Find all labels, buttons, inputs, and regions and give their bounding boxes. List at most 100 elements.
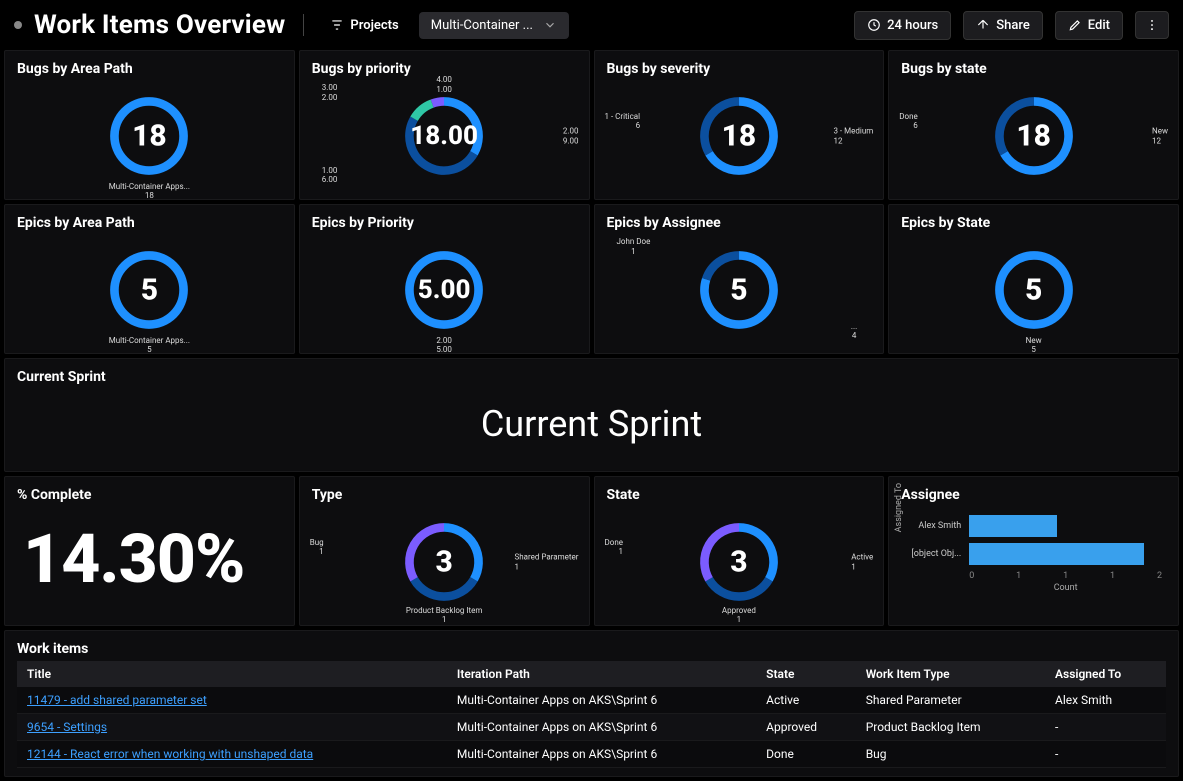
- donut-center-value: 18: [722, 119, 757, 154]
- projects-filter-button[interactable]: Projects: [322, 12, 406, 39]
- table-header[interactable]: Assigned To: [1045, 661, 1166, 687]
- axis-label-y: Assigned To: [894, 483, 904, 532]
- segment-label: 4.001.00: [436, 75, 452, 94]
- chevron-down-icon: [543, 18, 557, 32]
- panel-epics-assignee[interactable]: Epics by Assignee 5 ...4 John Doe1: [594, 204, 885, 354]
- segment-label: Multi-Container Apps...18: [109, 182, 190, 201]
- table-row[interactable]: 9654 - Settings Multi-Container Apps on …: [17, 714, 1166, 741]
- iteration-cell: Multi-Container Apps on AKS\Sprint 6: [447, 741, 756, 768]
- type-cell: Shared Parameter: [856, 687, 1045, 714]
- panel-title: % Complete: [17, 487, 282, 503]
- table-row[interactable]: 12144 - React error when working with un…: [17, 741, 1166, 768]
- donut-center-value: 18.00: [410, 121, 478, 151]
- work-item-title-cell[interactable]: 11479 - add shared parameter set: [17, 687, 447, 714]
- state-cell: Done: [756, 741, 856, 768]
- segment-label: 1 - Critical6: [605, 112, 641, 131]
- share-label: Share: [996, 18, 1030, 33]
- table-header[interactable]: Iteration Path: [447, 661, 756, 687]
- edit-button[interactable]: Edit: [1055, 11, 1123, 40]
- donut-chart: 3Shared Parameter1Product Backlog Item1B…: [312, 507, 577, 617]
- table-header[interactable]: Work Item Type: [856, 661, 1045, 687]
- hbar-row: [object Obj...: [905, 543, 1162, 565]
- hbar-bar: [969, 543, 1144, 565]
- donut-center-value: 5: [730, 273, 747, 308]
- table-header[interactable]: Title: [17, 661, 447, 687]
- table-row[interactable]: 11479 - add shared parameter set Multi-C…: [17, 687, 1166, 714]
- edit-label: Edit: [1088, 18, 1110, 33]
- donut-chart: 18.001.006.002.009.003.002.004.001.00: [312, 81, 577, 191]
- donut-center-value: 3: [435, 545, 452, 580]
- panel-sprint-state[interactable]: State 3Active1Approved1Done1: [594, 476, 885, 626]
- segment-label: Active1: [851, 552, 873, 571]
- panel-pct-complete[interactable]: % Complete 14.30%: [4, 476, 295, 626]
- panel-work-items[interactable]: Work items TitleIteration PathStateWork …: [4, 630, 1179, 777]
- table-header[interactable]: State: [756, 661, 856, 687]
- panel-sprint-assignee[interactable]: Assignee Assigned To Alex Smith [object …: [888, 476, 1179, 626]
- panel-bugs-state[interactable]: Bugs by state 18New12Done6: [888, 50, 1179, 200]
- panel-current-sprint-header[interactable]: Current Sprint Current Sprint: [4, 358, 1179, 472]
- work-item-title-cell[interactable]: 12144 - React error when working with un…: [17, 741, 447, 768]
- segment-label: John Doe1: [617, 237, 651, 256]
- segment-label: Product Backlog Item1: [406, 606, 483, 625]
- status-dot: [14, 21, 22, 29]
- panel-bugs-priority[interactable]: Bugs by priority 18.001.006.002.009.003.…: [299, 50, 590, 200]
- type-cell: Bug: [856, 741, 1045, 768]
- panel-title: Work items: [17, 641, 1166, 657]
- donut-chart: 18 3 - Medium12 1 - Critical6: [607, 81, 872, 191]
- work-item-link[interactable]: 12144 - React error when working with un…: [27, 747, 313, 761]
- time-range-value: 24 hours: [887, 18, 938, 33]
- panel-bugs-area[interactable]: Bugs by Area Path 18Multi-Container Apps…: [4, 50, 295, 200]
- segment-label: 2.009.00: [563, 126, 579, 145]
- panel-epics-priority[interactable]: Epics by Priority 5.002.005.00: [299, 204, 590, 354]
- section-hero-text: Current Sprint: [17, 389, 1166, 463]
- project-select[interactable]: Multi-Container ...: [419, 12, 569, 39]
- hbar-chart: Assigned To Alex Smith [object Obj... 01…: [901, 507, 1166, 597]
- segment-label: 3.002.00: [322, 83, 338, 102]
- segment-label: Shared Parameter1: [515, 552, 579, 571]
- state-cell: Active: [756, 687, 856, 714]
- more-menu-button[interactable]: [1135, 11, 1169, 39]
- segment-label: New5: [1026, 336, 1042, 355]
- panel-epics-area[interactable]: Epics by Area Path 5Multi-Container Apps…: [4, 204, 295, 354]
- work-item-link[interactable]: 11479 - add shared parameter set: [27, 693, 207, 707]
- clock-icon: [867, 18, 881, 32]
- donut-chart: 5New5: [901, 235, 1166, 345]
- axis-label-x: Count: [905, 583, 1162, 593]
- hbar-axis: 01112: [905, 571, 1162, 581]
- segment-label: ...4: [851, 322, 857, 341]
- panel-epics-state[interactable]: Epics by State 5New5: [888, 204, 1179, 354]
- iteration-cell: Multi-Container Apps on AKS\Sprint 6: [447, 687, 756, 714]
- donut-chart: 5 ...4 John Doe1: [607, 235, 872, 345]
- share-icon: [976, 18, 990, 32]
- panel-title: State: [607, 487, 872, 503]
- panel-title: Epics by Priority: [312, 215, 577, 231]
- assignee-cell: -: [1045, 741, 1166, 768]
- segment-label: New12: [1152, 126, 1168, 145]
- segment-label: 3 - Medium12: [833, 126, 873, 145]
- panel-title: Assignee: [901, 487, 1166, 503]
- donut-center-value: 5: [1025, 273, 1042, 308]
- hbar-category: [object Obj...: [905, 549, 961, 559]
- filter-icon: [330, 18, 344, 32]
- pencil-icon: [1068, 18, 1082, 32]
- time-range-button[interactable]: 24 hours: [854, 11, 951, 40]
- state-cell: Approved: [756, 714, 856, 741]
- segment-label: Bug1: [310, 538, 324, 557]
- donut-center-value: 5: [141, 273, 158, 308]
- header-bar: Work Items Overview Projects Multi-Conta…: [0, 0, 1183, 50]
- panel-title: Epics by Area Path: [17, 215, 282, 231]
- panel-bugs-severity[interactable]: Bugs by severity 183 - Medium121 - Criti…: [594, 50, 885, 200]
- work-item-link[interactable]: 9654 - Settings: [27, 720, 107, 734]
- panel-sprint-type[interactable]: Type 3Shared Parameter1Product Backlog I…: [299, 476, 590, 626]
- donut-chart: 18Multi-Container Apps...18: [17, 81, 282, 191]
- work-item-title-cell[interactable]: 9654 - Settings: [17, 714, 447, 741]
- page-title: Work Items Overview: [34, 10, 285, 40]
- share-button[interactable]: Share: [963, 11, 1043, 40]
- panel-title: Bugs by Area Path: [17, 61, 282, 77]
- donut-center-value: 5.00: [418, 275, 471, 305]
- iteration-cell: Multi-Container Apps on AKS\Sprint 6: [447, 714, 756, 741]
- donut-center-value: 18: [132, 119, 167, 154]
- panel-title: Epics by Assignee: [607, 215, 872, 231]
- assignee-cell: -: [1045, 714, 1166, 741]
- segment-label: Done1: [605, 538, 623, 557]
